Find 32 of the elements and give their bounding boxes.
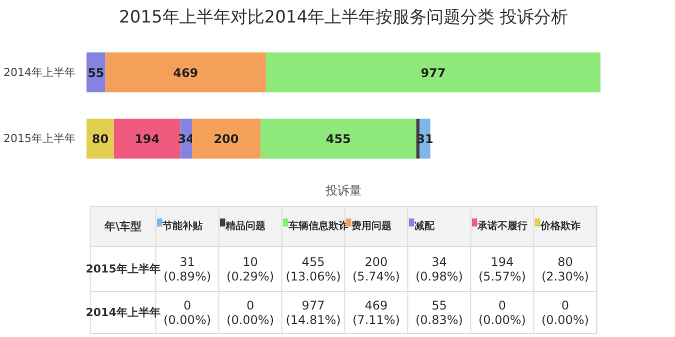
data-label: 200 (214, 132, 239, 146)
legend-label: 减配 (414, 220, 436, 232)
legend-label: 节能补贴 (162, 220, 203, 232)
x-axis-title: 投诉量 (324, 184, 362, 198)
text: 31 (0.89%) (164, 255, 212, 284)
text: 0 (0.00%) (226, 298, 274, 327)
data-label: 977 (420, 66, 446, 80)
text: 194 (5.57%) (478, 255, 526, 284)
legend-label: 费用问题 (350, 220, 392, 232)
text: 469 (7.11%) (352, 298, 400, 327)
category-label: 2015年上半年 (86, 262, 160, 276)
text: 0 (0.00%) (541, 298, 589, 327)
text: 0 (0.00%) (164, 298, 212, 327)
data-label: 469 (173, 66, 198, 80)
data-label: 80 (92, 132, 109, 146)
data-label: 55 (88, 66, 104, 80)
category-label: 2014年上半年 (86, 306, 160, 319)
text: 80 (2.30%) (541, 255, 589, 284)
text: 0 (0.00%) (478, 298, 526, 327)
text: 34 (0.98%) (415, 255, 463, 284)
text: 年\车型 (104, 220, 142, 233)
data-label: 455 (326, 132, 351, 146)
legend-label: 价格欺诈 (540, 220, 581, 232)
text: 200 (5.74%) (352, 255, 400, 284)
legend-label: 承诺不履行 (476, 220, 528, 232)
data-label: 194 (134, 132, 160, 146)
text: 455 (13.06%) (286, 255, 341, 284)
text: 55 (0.83%) (415, 298, 463, 327)
text: 10 (0.29%) (226, 255, 274, 284)
text: 977 (14.81%) (286, 298, 341, 327)
legend-label: 精品问题 (224, 220, 266, 232)
chart-title: 2015年上半年对比2014年上半年按服务问题分类 投诉分析 (119, 8, 568, 28)
